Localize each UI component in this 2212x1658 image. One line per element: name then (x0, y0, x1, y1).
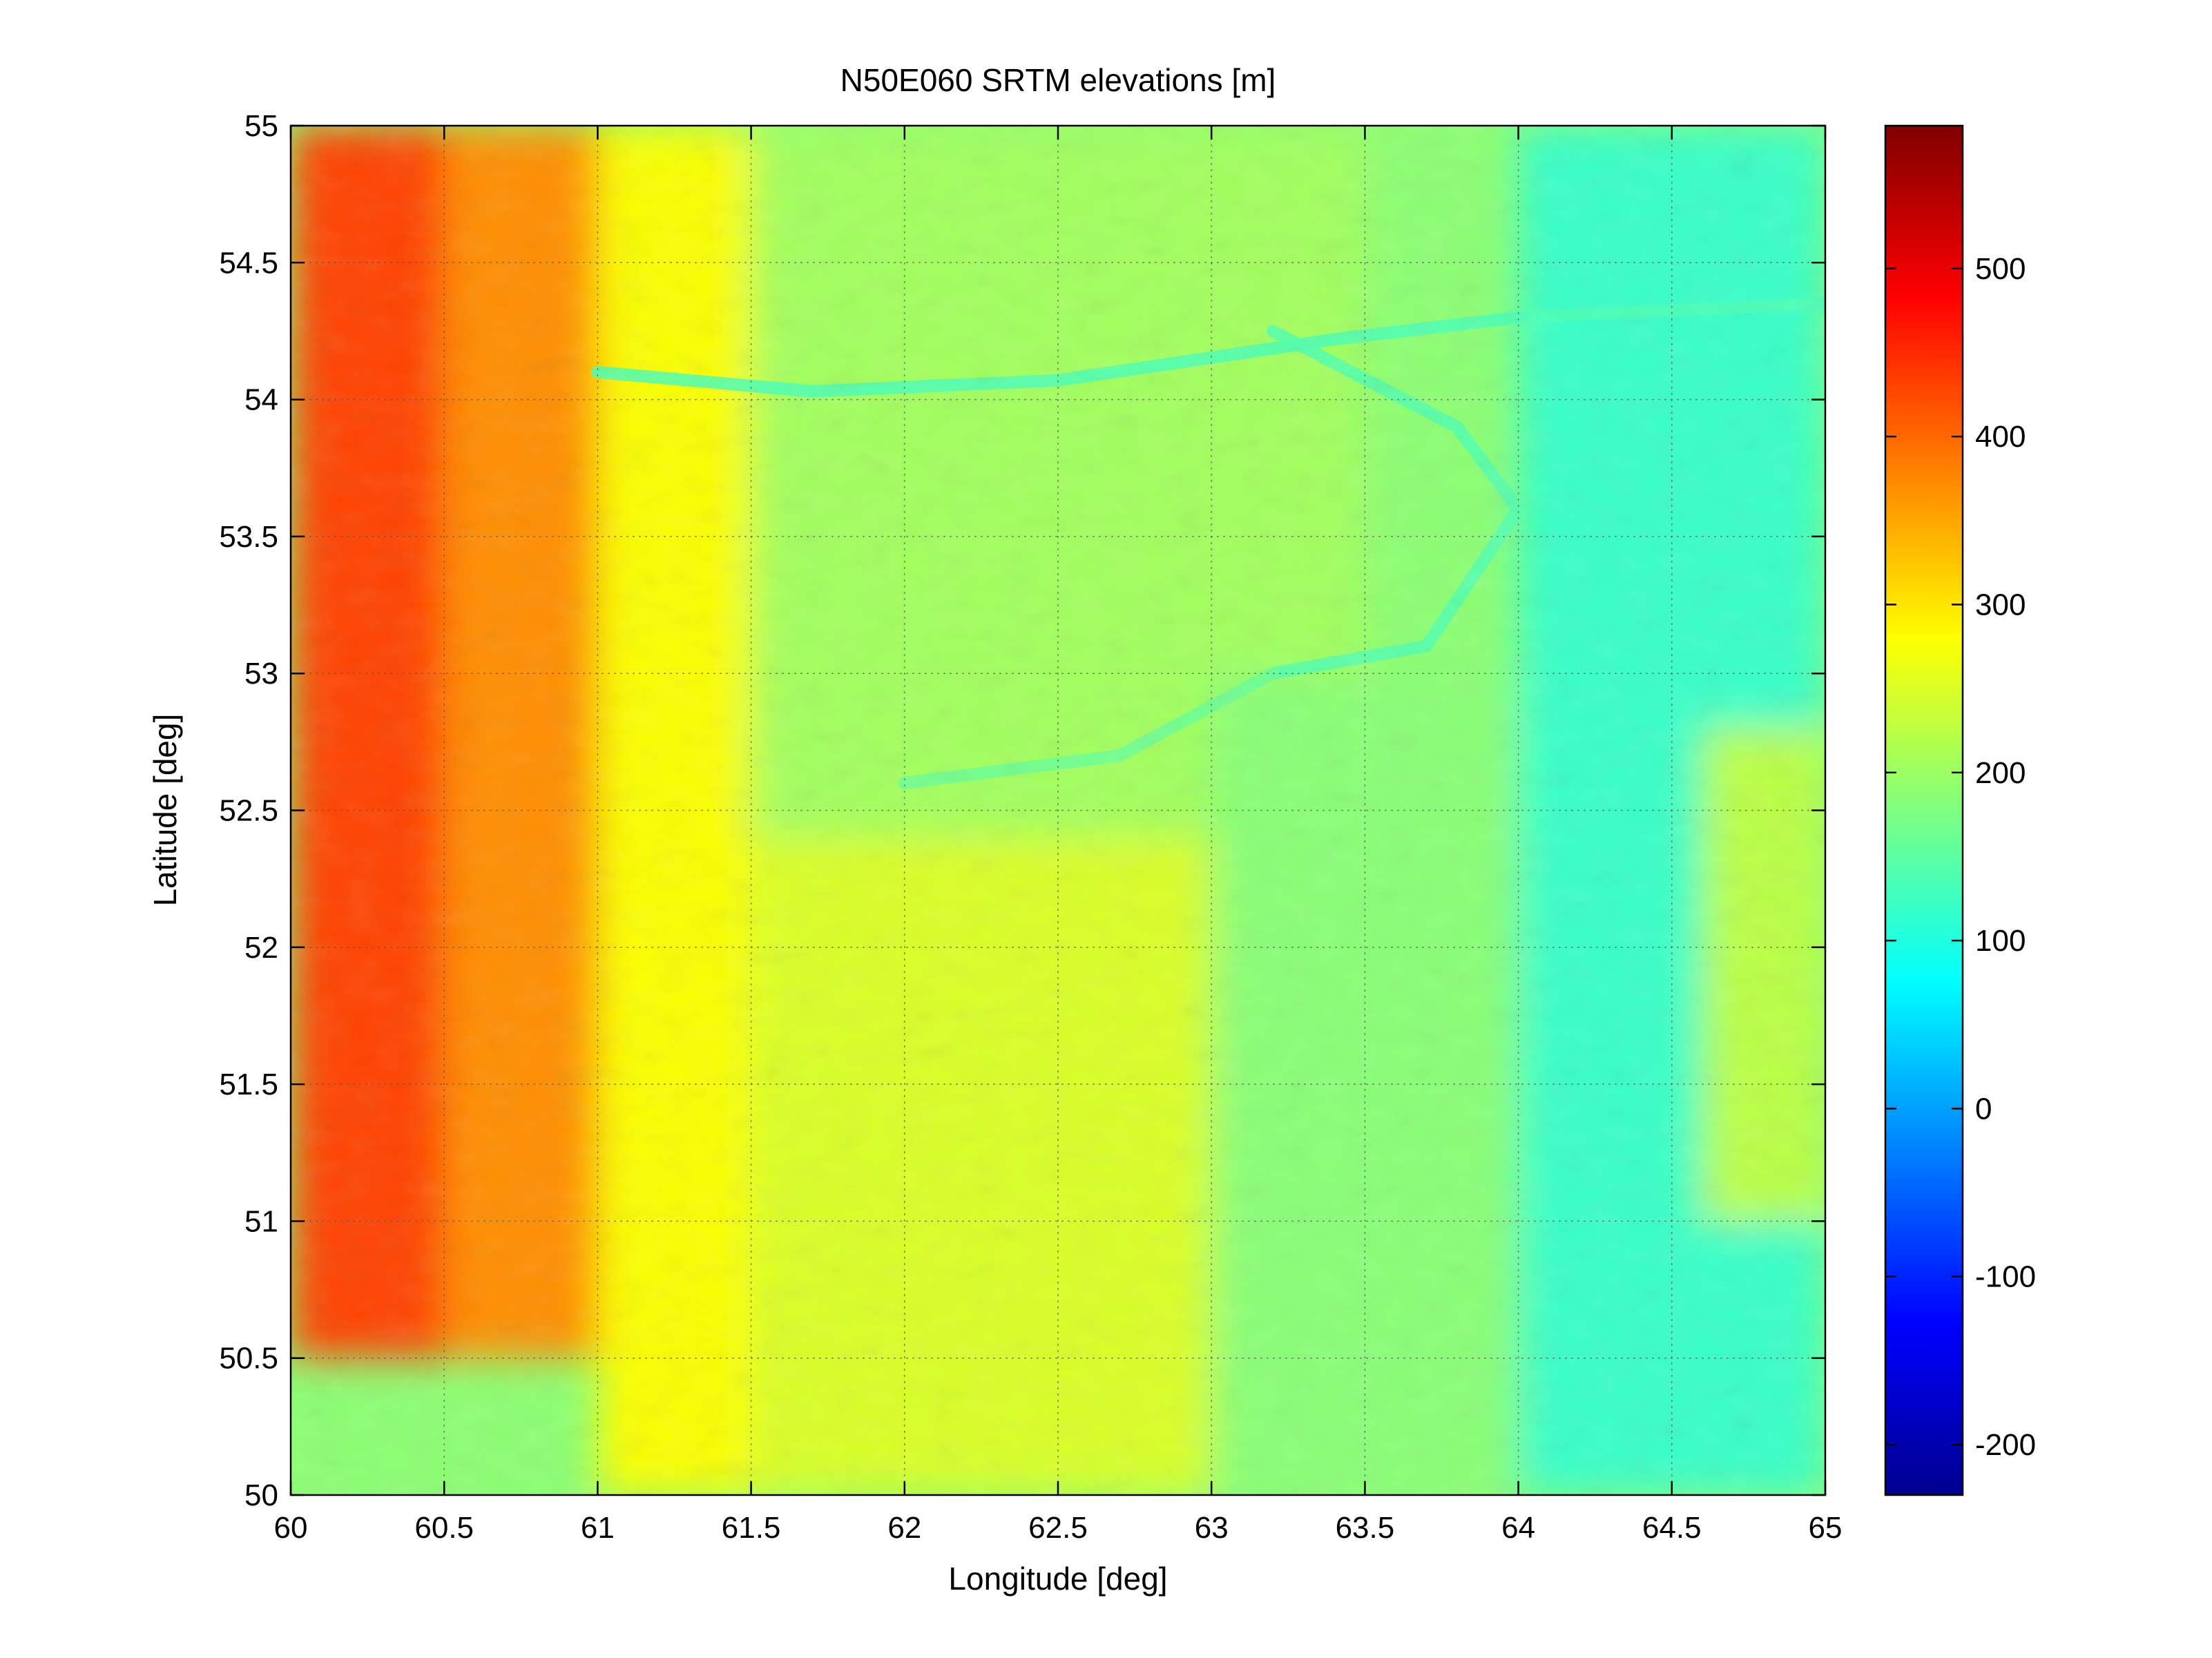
y-tick-label: 54.5 (219, 246, 278, 280)
x-tick-label: 62.5 (1028, 1511, 1088, 1545)
y-axis-ticks: 50 50.5 51 51.5 52 52.5 53 53.5 54 54.5 55 (219, 109, 1825, 1512)
colorbar-tick-label: 0 (1975, 1092, 1992, 1126)
y-tick-label: 55 (244, 109, 278, 143)
colorbar-tick-label: 200 (1975, 756, 2026, 790)
colorbar-tick-label: 500 (1975, 252, 2026, 286)
y-tick-label: 51 (244, 1204, 278, 1238)
y-tick-label: 53 (244, 657, 278, 691)
y-tick-label: 51.5 (219, 1068, 278, 1101)
x-tick-label: 63 (1195, 1511, 1229, 1545)
grid-lines (291, 126, 1825, 1495)
colorbar: -200 -100 0 100 200 300 400 500 (1884, 124, 2036, 1496)
colorbar-ticks: -200 -100 0 100 200 300 400 500 (1885, 252, 2036, 1462)
x-tick-label: 63.5 (1336, 1511, 1395, 1545)
colorbar-gradient (1884, 124, 1964, 1496)
colorbar-tick-label: 300 (1975, 588, 2026, 621)
x-tick-label: 64 (1501, 1511, 1535, 1545)
x-axis-ticks: 60 60.5 61 61.5 62 62.5 63 63.5 64 64.5 65 (274, 126, 1843, 1545)
colorbar-tick-label: -200 (1975, 1428, 2036, 1462)
y-tick-label: 50.5 (219, 1342, 278, 1376)
x-tick-label: 60.5 (414, 1511, 474, 1545)
x-tick-label: 61.5 (722, 1511, 781, 1545)
x-tick-label: 65 (1809, 1511, 1843, 1545)
y-tick-label: 53.5 (219, 520, 278, 554)
colorbar-tick-label: 400 (1975, 420, 2026, 454)
colorbar-tick-label: 100 (1975, 924, 2026, 958)
x-tick-label: 61 (581, 1511, 615, 1545)
y-tick-label: 54 (244, 383, 278, 417)
y-tick-label: 52 (244, 931, 278, 965)
x-tick-label: 60 (274, 1511, 308, 1545)
y-tick-label: 52.5 (219, 794, 278, 828)
x-tick-label: 64.5 (1642, 1511, 1702, 1545)
y-axis-label: Latitude [deg] (147, 714, 183, 907)
colorbar-tick-label: -100 (1975, 1260, 2036, 1294)
x-tick-label: 62 (887, 1511, 921, 1545)
chart-title: N50E060 SRTM elevations [m] (840, 62, 1276, 98)
plot-area (291, 126, 1825, 1495)
x-axis-label: Longitude [deg] (948, 1561, 1167, 1597)
y-tick-label: 50 (244, 1478, 278, 1512)
